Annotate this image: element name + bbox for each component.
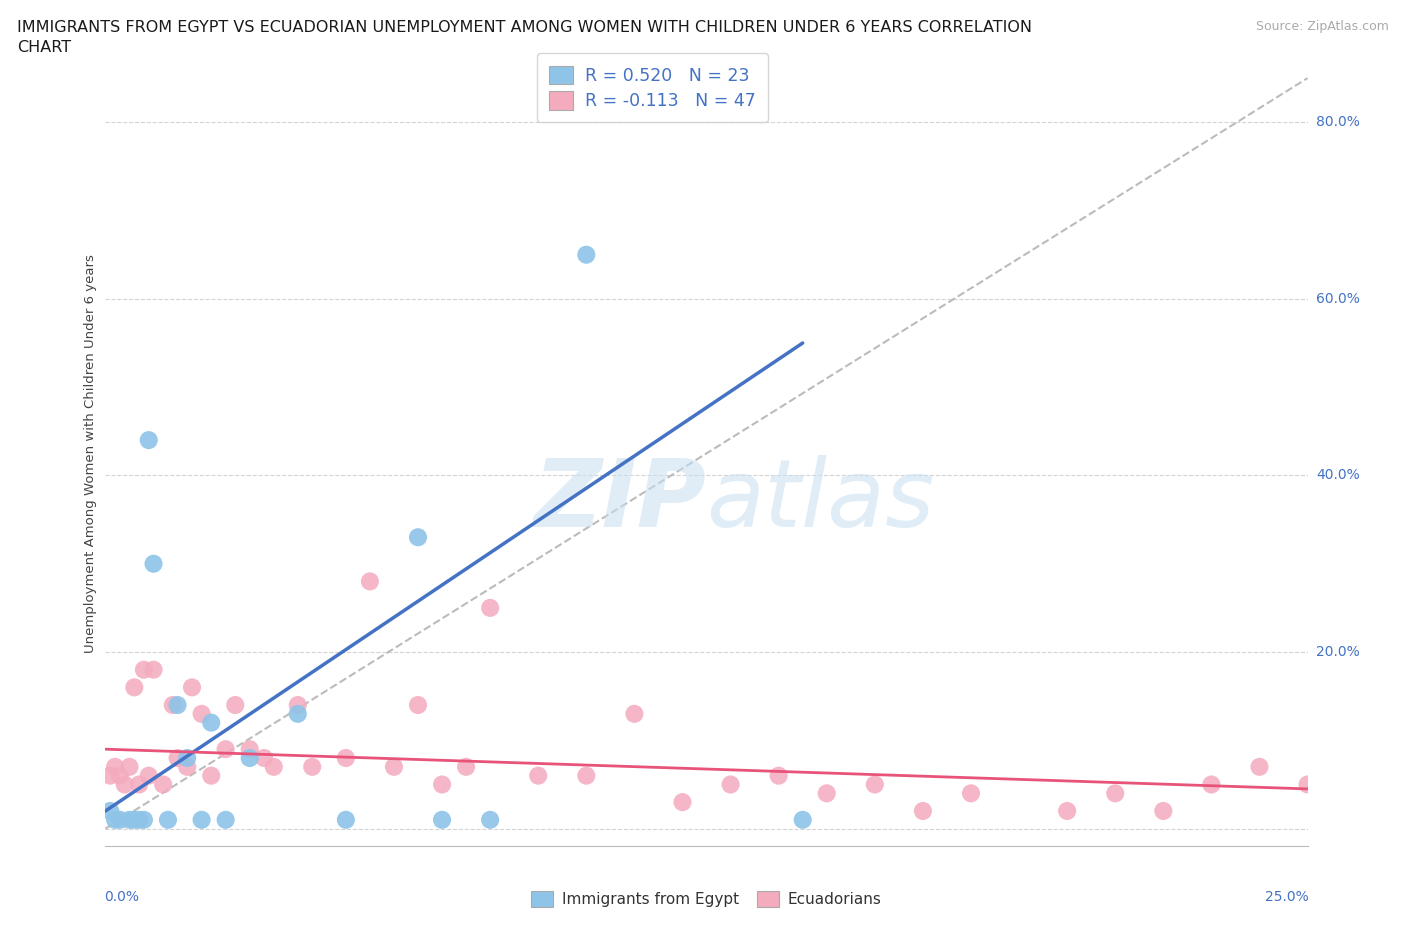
Point bbox=[1201, 777, 1223, 792]
Point bbox=[98, 804, 121, 818]
Point bbox=[190, 707, 212, 722]
Point bbox=[406, 698, 429, 712]
Point bbox=[479, 601, 502, 616]
Text: atlas: atlas bbox=[707, 455, 935, 546]
Point bbox=[104, 813, 127, 828]
Point bbox=[527, 768, 550, 783]
Text: 20.0%: 20.0% bbox=[1316, 645, 1360, 659]
Point bbox=[124, 680, 146, 695]
Point bbox=[792, 813, 814, 828]
Point bbox=[190, 813, 212, 828]
Point bbox=[1056, 804, 1078, 818]
Point bbox=[142, 556, 165, 571]
Point bbox=[815, 786, 838, 801]
Point bbox=[114, 777, 136, 792]
Point bbox=[214, 813, 236, 828]
Point bbox=[138, 768, 160, 783]
Point bbox=[239, 742, 262, 757]
Point bbox=[430, 777, 453, 792]
Point bbox=[142, 662, 165, 677]
Point bbox=[671, 795, 693, 810]
Point bbox=[430, 813, 453, 828]
Point bbox=[152, 777, 174, 792]
Point bbox=[166, 698, 188, 712]
Point bbox=[1249, 760, 1271, 775]
Point bbox=[406, 530, 429, 545]
Legend: Immigrants from Egypt, Ecuadorians: Immigrants from Egypt, Ecuadorians bbox=[526, 885, 887, 913]
Point bbox=[720, 777, 742, 792]
Point bbox=[124, 813, 146, 828]
Point bbox=[104, 760, 127, 775]
Point bbox=[214, 742, 236, 757]
Point bbox=[575, 768, 598, 783]
Point bbox=[575, 247, 598, 262]
Point bbox=[224, 698, 246, 712]
Point bbox=[156, 813, 179, 828]
Point bbox=[118, 760, 141, 775]
Point bbox=[359, 574, 381, 589]
Point bbox=[132, 813, 155, 828]
Point bbox=[253, 751, 276, 765]
Point bbox=[301, 760, 323, 775]
Point bbox=[1296, 777, 1319, 792]
Point bbox=[911, 804, 934, 818]
Text: Source: ZipAtlas.com: Source: ZipAtlas.com bbox=[1256, 20, 1389, 33]
Point bbox=[454, 760, 477, 775]
Text: 25.0%: 25.0% bbox=[1265, 889, 1309, 904]
Point bbox=[287, 707, 309, 722]
Text: 80.0%: 80.0% bbox=[1316, 115, 1360, 129]
Point bbox=[138, 432, 160, 447]
Text: CHART: CHART bbox=[17, 40, 70, 55]
Point bbox=[200, 768, 222, 783]
Point bbox=[200, 715, 222, 730]
Point bbox=[108, 768, 131, 783]
Point bbox=[108, 813, 131, 828]
Point bbox=[287, 698, 309, 712]
Point bbox=[1152, 804, 1174, 818]
Point bbox=[623, 707, 645, 722]
Text: ZIP: ZIP bbox=[534, 455, 707, 547]
Point bbox=[132, 662, 155, 677]
Point bbox=[479, 813, 502, 828]
Point bbox=[382, 760, 405, 775]
Point bbox=[176, 760, 198, 775]
Point bbox=[263, 760, 285, 775]
Text: 60.0%: 60.0% bbox=[1316, 292, 1360, 306]
Point bbox=[166, 751, 188, 765]
Point bbox=[176, 751, 198, 765]
Point bbox=[239, 751, 262, 765]
Point bbox=[1104, 786, 1126, 801]
Point bbox=[335, 813, 357, 828]
Point bbox=[335, 751, 357, 765]
Point bbox=[960, 786, 983, 801]
Point bbox=[768, 768, 790, 783]
Point bbox=[118, 813, 141, 828]
Text: 0.0%: 0.0% bbox=[104, 889, 139, 904]
Point bbox=[128, 813, 150, 828]
Text: IMMIGRANTS FROM EGYPT VS ECUADORIAN UNEMPLOYMENT AMONG WOMEN WITH CHILDREN UNDER: IMMIGRANTS FROM EGYPT VS ECUADORIAN UNEM… bbox=[17, 20, 1032, 35]
Point bbox=[98, 768, 121, 783]
Text: 40.0%: 40.0% bbox=[1316, 469, 1360, 483]
Point bbox=[128, 777, 150, 792]
Point bbox=[863, 777, 886, 792]
Point bbox=[162, 698, 184, 712]
Point bbox=[181, 680, 204, 695]
Y-axis label: Unemployment Among Women with Children Under 6 years: Unemployment Among Women with Children U… bbox=[84, 254, 97, 653]
